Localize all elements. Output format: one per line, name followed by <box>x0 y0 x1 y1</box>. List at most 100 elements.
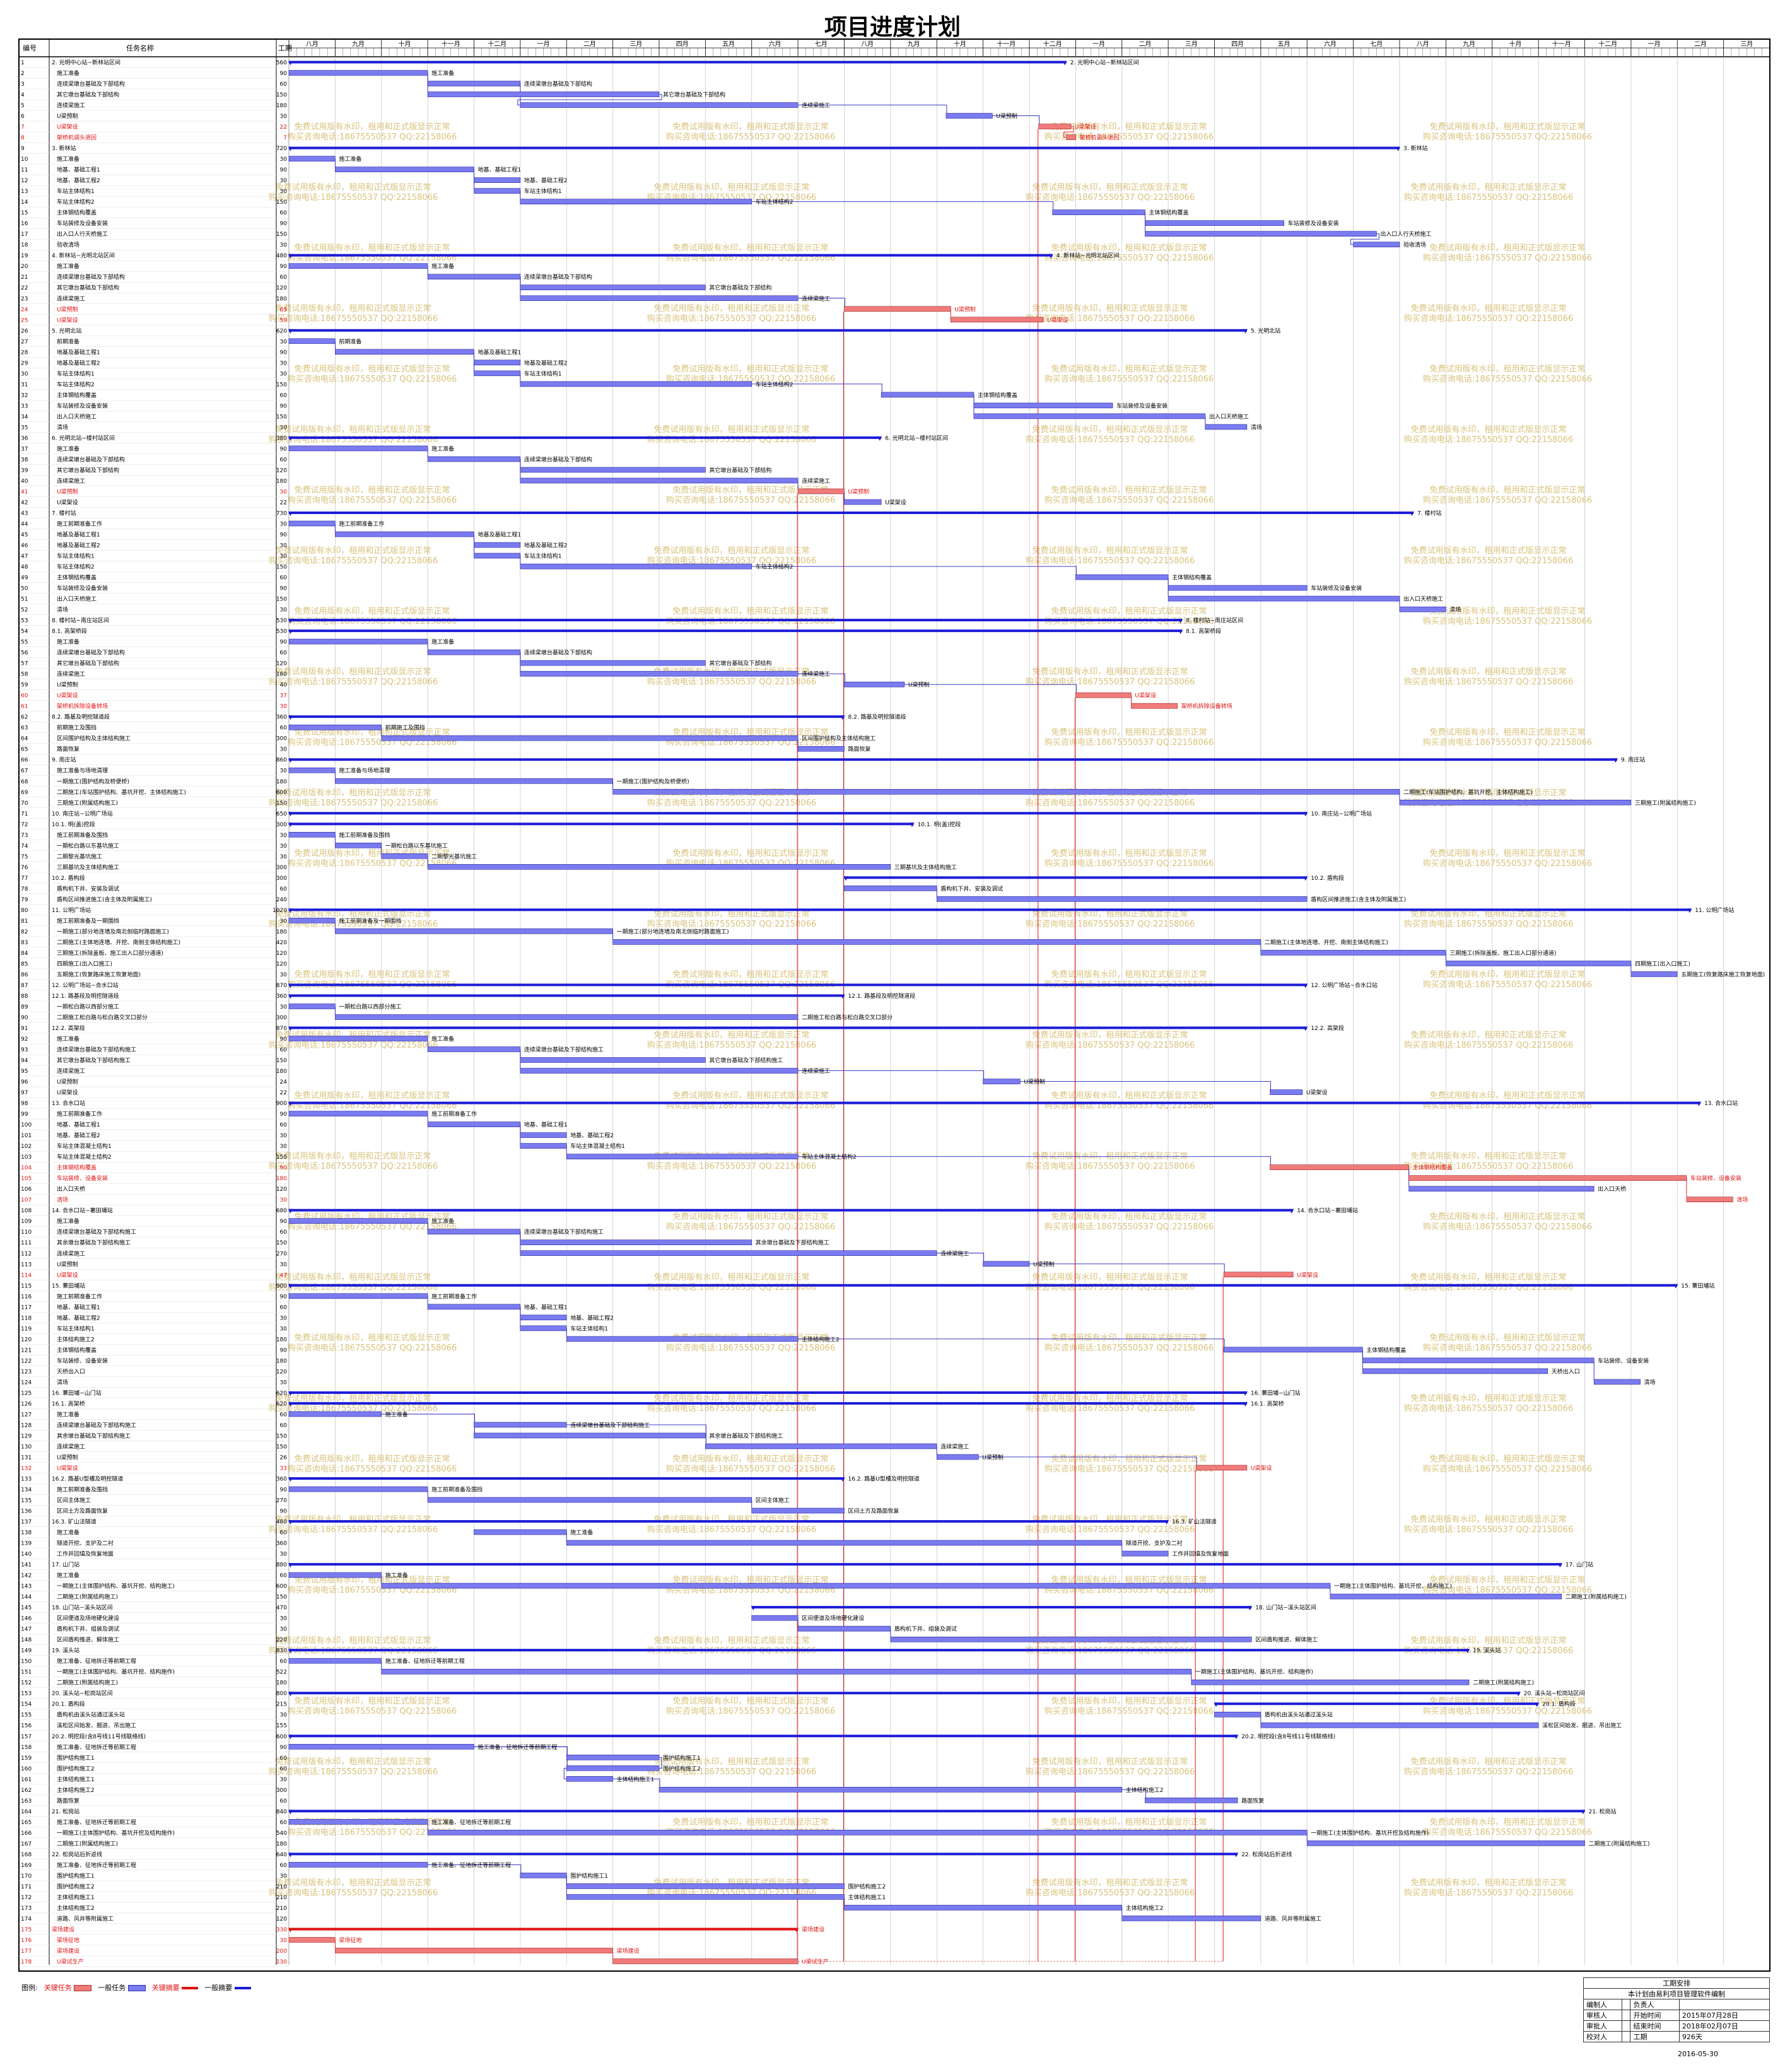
footer-row: 编制人 负责人 <box>1583 1999 1770 2010</box>
summary-bar <box>289 619 1183 622</box>
task-name: 出入口天桥施工 <box>57 413 97 420</box>
task-bar-label: 车站主体混凝土结构1 <box>570 1142 625 1150</box>
task-bar <box>520 1250 937 1256</box>
task-bar <box>335 843 382 848</box>
summary-bar-end-cap <box>1303 812 1308 817</box>
task-name: 车站装修及设备安装 <box>57 402 108 409</box>
footer-row: 审批人 结束时间 2018年02月07日 <box>1583 2020 1770 2032</box>
task-name: 19. 溪头站 <box>52 1647 79 1654</box>
watermark-line: 免费试用版有水印，租用和正式版显示正常 <box>275 1394 431 1403</box>
watermark-line: 购买咨询电话:18675550537 QQ:22158066 <box>1423 1222 1593 1232</box>
task-duration: 840 <box>276 1809 287 1815</box>
task-duration: 650 <box>276 811 287 817</box>
summary-bar-end-cap <box>1303 1026 1308 1031</box>
task-id: 86 <box>21 972 28 978</box>
task-id: 12 <box>21 178 28 184</box>
task-name: 连续梁施工 <box>57 102 85 109</box>
task-id: 124 <box>21 1379 32 1386</box>
summary-bar-end-cap <box>1613 758 1618 763</box>
summary-bar-start-cap <box>288 758 293 763</box>
watermark-line: 购买咨询电话:18675550537 QQ:22158066 <box>288 858 457 869</box>
task-bar <box>983 1261 1030 1267</box>
summary-bar-start-cap <box>288 822 293 828</box>
watermark-line: 购买咨询电话:18675550537 QQ:22158066 <box>1026 1040 1195 1050</box>
task-id: 148 <box>21 1637 32 1644</box>
watermark-line: 免费试用版有水印，租用和正式版显示正常 <box>1410 910 1566 919</box>
task-bar <box>288 1218 428 1224</box>
watermark-line: 免费试用版有水印，租用和正式版显示正常 <box>275 1757 431 1767</box>
task-duration: 30 <box>280 1004 288 1010</box>
task-bar-label: 清场 <box>1251 423 1262 431</box>
month-label: 十二月 <box>1598 40 1617 48</box>
dependency-link <box>1350 233 1379 245</box>
task-bar-label: U梁架设 <box>1135 692 1156 699</box>
dependency-link <box>1063 126 1074 138</box>
task-duration: 90 <box>280 403 288 409</box>
task-name: 施工前期准备及围挡 <box>57 831 108 839</box>
task-bar-label: 地基及基础工程2 <box>524 542 568 549</box>
task-bar-label: 15. 薯田埔站 <box>1681 1282 1714 1289</box>
task-bar-label: 地基及基础工程2 <box>524 359 568 366</box>
summary-bar <box>289 1563 1562 1566</box>
summary-bar-end-cap <box>1243 1391 1248 1396</box>
task-duration: 22 <box>280 1090 287 1096</box>
task-bar-label: 其它墩台基础及下部结构 <box>663 91 725 98</box>
task-id: 178 <box>21 1959 32 1965</box>
task-bar <box>950 317 1044 323</box>
task-bar-label: 地基、基础工程1 <box>524 1303 568 1311</box>
task-bar-label: 施工准备 <box>431 1035 454 1043</box>
task-bar-label: 二期施工(车站围护结构、基坑开挖、主体结构施工) <box>1403 788 1533 796</box>
watermark-line: 购买咨询电话:18675550537 QQ:22158066 <box>1404 1767 1574 1777</box>
summary-bar-end-cap <box>1696 1101 1701 1106</box>
summary-bar-end-cap <box>1178 619 1183 624</box>
task-bar <box>427 1830 1308 1835</box>
summary-bar-end-cap <box>1557 1563 1562 1568</box>
month-label: 一月 <box>1648 40 1661 48</box>
task-name: 连续梁墩台基础及下部结构 <box>57 80 125 88</box>
month-label: 七月 <box>815 40 828 48</box>
task-name: 连续梁墩台基础及下部结构施工 <box>57 1046 136 1053</box>
task-id: 56 <box>21 650 28 657</box>
task-bar <box>1330 1593 1562 1600</box>
task-bar-label: 连续梁墩台基础及下部结构施工 <box>524 1228 604 1236</box>
watermark-line: 免费试用版有水印，租用和正式版显示正常 <box>1429 1818 1585 1827</box>
task-id: 23 <box>21 296 28 302</box>
footer-cell: 结束时间 <box>1630 2020 1680 2032</box>
task-duration: 330 <box>276 1927 287 1933</box>
watermark-line: 购买咨询电话:18675550537 QQ:22158066 <box>1423 858 1593 869</box>
task-duration: 620 <box>276 1390 287 1396</box>
task-bar <box>1205 424 1248 430</box>
task-id: 145 <box>21 1605 32 1612</box>
task-duration: 800 <box>276 1691 287 1697</box>
task-duration: 180 <box>276 478 287 484</box>
task-bar <box>427 1497 752 1503</box>
task-name: 16.2. 路基U型槽及明挖隧道 <box>52 1475 123 1482</box>
task-bar <box>1075 574 1169 580</box>
watermark-line: 免费试用版有水印，租用和正式版显示正常 <box>1429 243 1585 253</box>
task-bar-label: 18. 山门站~溪头站区间 <box>1255 1604 1316 1612</box>
task-bar <box>520 563 752 570</box>
task-bar-label: 地基、基础工程2 <box>570 1132 614 1139</box>
watermark-line: 购买咨询电话:18675550537 QQ:22158066 <box>666 1706 836 1716</box>
task-name: 地基、基础工程1 <box>57 1121 100 1128</box>
task-id: 2 <box>21 71 25 77</box>
task-id: 138 <box>21 1530 32 1536</box>
task-bar <box>288 1658 382 1664</box>
task-id: 164 <box>21 1809 32 1815</box>
task-bar-label: 施工前期准备工作 <box>339 520 384 527</box>
task-bar-label: 20. 溪头站~松岗站区间 <box>1524 1690 1585 1697</box>
summary-bar-start-cap <box>288 1402 293 1407</box>
task-name: 其它墩台基础及下部结构 <box>57 91 119 98</box>
task-bar <box>474 542 521 548</box>
task-duration: 210 <box>276 1884 287 1890</box>
task-bar <box>566 1754 660 1760</box>
summary-bar-start-cap <box>288 1735 293 1740</box>
watermark-line: 购买咨询电话:18675550537 QQ:22158066 <box>288 1706 457 1716</box>
task-bar-label: U梁架设 <box>1306 1089 1328 1096</box>
task-name: 车站装修及设备安装 <box>57 585 108 592</box>
summary-bar-start-cap <box>288 1853 293 1858</box>
task-duration: 120 <box>276 467 287 474</box>
task-name: 车站主体结构1 <box>57 187 95 195</box>
task-duration: 30 <box>280 1616 288 1622</box>
task-name: 连续梁墩台基础及下部结构施工 <box>57 1421 136 1429</box>
